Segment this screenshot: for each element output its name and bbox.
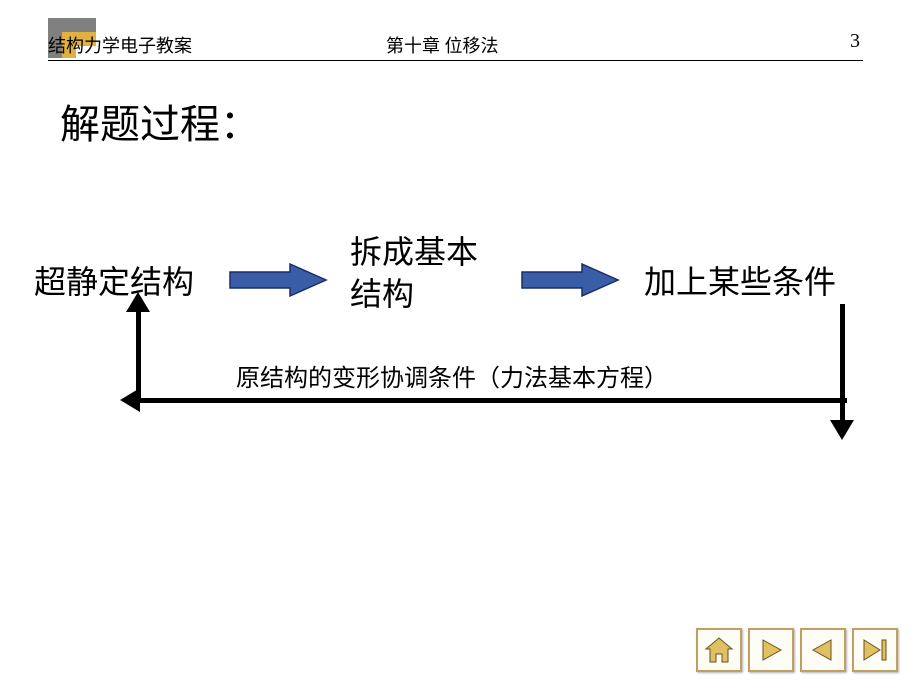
return-line-horizontal bbox=[138, 398, 847, 403]
end-icon bbox=[860, 636, 890, 664]
nav-next-button[interactable] bbox=[748, 628, 794, 672]
header-chapter-title: 第十章 位移法 bbox=[386, 32, 499, 58]
prev-icon bbox=[809, 636, 837, 664]
nav-prev-button[interactable] bbox=[800, 628, 846, 672]
flow-node-n3: 加上某些条件 bbox=[644, 262, 836, 304]
flow-arrow-0 bbox=[228, 260, 328, 300]
flow-node-n1: 超静定结构 bbox=[34, 262, 194, 304]
return-line-up bbox=[136, 308, 141, 400]
arrowhead-left-icon bbox=[116, 385, 146, 415]
nav-end-button[interactable] bbox=[852, 628, 898, 672]
arrowhead-down-icon bbox=[827, 416, 857, 446]
header-underline bbox=[48, 60, 863, 61]
nav-button-group bbox=[696, 628, 898, 672]
nav-home-button[interactable] bbox=[696, 628, 742, 672]
arrowhead-up-icon bbox=[123, 290, 153, 320]
return-path-label: 原结构的变形协调条件（力法基本方程） bbox=[236, 358, 668, 393]
page-number: 3 bbox=[850, 30, 860, 53]
home-icon bbox=[704, 636, 734, 664]
flow-arrow-1 bbox=[520, 260, 620, 300]
slide-header: 结构力学电子教案 第十章 位移法 3 bbox=[0, 16, 920, 64]
header-course-title: 结构力学电子教案 bbox=[48, 32, 192, 58]
next-icon bbox=[757, 636, 785, 664]
return-line-down bbox=[840, 304, 845, 420]
flow-node-n2: 拆成基本 结构 bbox=[350, 232, 478, 315]
slide-title: 解题过程： bbox=[60, 92, 260, 150]
